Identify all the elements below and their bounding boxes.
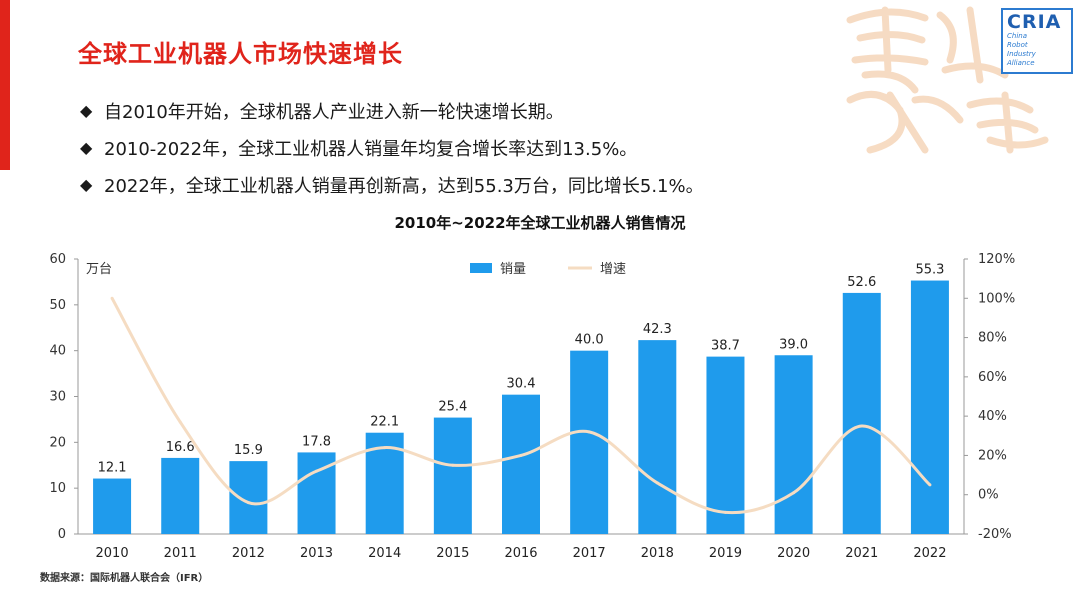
bar-2018 [638,340,677,534]
bar-value-label: 40.0 [575,333,604,348]
x-tick-label: 2021 [845,546,878,561]
logo-word: CRIA [1007,11,1062,33]
left-tick-label: 20 [49,435,66,450]
logo-sub-line: Alliance [1007,59,1035,67]
diamond-icon: ◆ [80,101,93,120]
right-tick-label: 120% [978,252,1015,267]
bar-value-label: 25.4 [438,400,467,415]
bar-2016 [502,394,540,534]
bullet-item: ◆ 2010-2022年，全球工业机器人销量年均复合增长率达到13.5%。 [80,129,704,166]
auspicious-seal-watermark [846,6,1049,154]
logo-sub-line: China [1007,32,1027,40]
left-tick-label: 50 [49,298,66,313]
bar-value-label: 15.9 [234,443,263,458]
growth-point-2022 [928,483,932,487]
bullet-text: 2010-2022年，全球工业机器人销量年均复合增长率达到13.5%。 [104,138,638,160]
x-tick-label: 2010 [96,546,129,561]
bar-value-label: 39.0 [779,337,808,352]
data-source: 数据来源：国际机器人联合会（IFR） [40,573,209,584]
left-tick-label: 0 [58,527,66,542]
bar-2010 [93,478,132,534]
growth-point-2012 [246,501,250,505]
right-tick-label: 0% [978,488,999,503]
page-title: 全球工业机器人市场快速增长 [78,40,403,68]
x-tick-label: 2022 [913,546,946,561]
growth-point-2016 [519,453,523,457]
bar-2021 [842,292,881,534]
left-tick-label: 10 [49,481,66,496]
x-tick-label: 2020 [777,546,810,561]
bar-value-label: 52.6 [847,275,876,290]
growth-point-2020 [792,491,796,495]
growth-point-2011 [178,420,182,424]
bar-2012 [229,461,268,534]
bar-value-label: 22.1 [370,415,399,430]
right-tick-label: 80% [978,331,1007,346]
x-tick-label: 2014 [368,546,401,561]
bullet-text: 2022年，全球工业机器人销量再创新高，达到55.3万台，同比增长5.1%。 [104,175,704,197]
right-tick-label: 20% [978,448,1007,463]
growth-point-2015 [451,463,455,467]
right-tick-label: 60% [978,370,1007,385]
x-tick-label: 2018 [641,546,674,561]
legend-bar-label: 销量 [500,262,526,277]
right-tick-label: 100% [978,291,1015,306]
growth-point-2021 [860,424,864,428]
bar-value-label: 16.6 [166,440,195,455]
bar-2019 [706,356,745,534]
left-tick-label: 30 [49,390,66,405]
right-tick-label: -20% [978,527,1012,542]
x-tick-label: 2011 [164,546,197,561]
left-axis-unit: 万台 [86,262,112,277]
x-tick-label: 2015 [436,546,469,561]
growth-point-2014 [383,446,387,450]
growth-point-2018 [655,481,659,485]
x-tick-label: 2017 [573,546,606,561]
bullet-item: ◆ 自2010年开始，全球机器人产业进入新一轮快速增长期。 [80,92,704,129]
left-tick-label: 60 [49,252,66,267]
x-tick-label: 2016 [504,546,537,561]
bar-2020 [774,355,813,534]
bar-2022 [910,280,949,534]
legend-line-label: 增速 [600,262,626,277]
bar-2015 [433,417,472,534]
diamond-icon: ◆ [80,138,93,157]
x-tick-label: 2013 [300,546,333,561]
diamond-icon: ◆ [80,175,93,194]
left-tick-label: 40 [49,344,66,359]
bar-value-label: 17.8 [302,434,331,449]
bar-value-label: 42.3 [643,322,672,337]
growth-point-2013 [315,469,319,473]
bar-value-label: 12.1 [98,461,127,476]
bullet-text: 自2010年开始，全球机器人产业进入新一轮快速增长期。 [104,101,564,123]
bar-value-label: 30.4 [507,377,536,392]
logo-sub-line: Industry [1007,50,1036,58]
growth-point-2017 [587,430,591,434]
bar-2017 [570,350,609,534]
bullet-list: ◆ 自2010年开始，全球机器人产业进入新一轮快速增长期。 ◆ 2010-202… [80,92,704,203]
bar-2011 [161,457,200,534]
right-tick-label: 40% [978,409,1007,424]
sales-chart: 0 10 20 30 40 50 60 万台 -20% 0% 20% 40% 60% 80% 100% 120… [49,252,1015,561]
cria-logo: CRIA China Robot Industry Alliance [1001,8,1073,74]
growth-point-2010 [110,296,114,300]
accent-bar [0,0,10,170]
bar-value-label: 55.3 [915,263,944,278]
x-tick-label: 2012 [232,546,265,561]
bar-value-label: 38.7 [711,339,740,354]
x-tick-label: 2019 [709,546,742,561]
bullet-item: ◆ 2022年，全球工业机器人销量再创新高，达到55.3万台，同比增长5.1%。 [80,166,704,203]
growth-point-2019 [723,510,727,514]
legend-bar-swatch [470,263,492,273]
chart-title: 2010年~2022年全球工业机器人销售情况 [394,214,686,232]
logo-sub-line: Robot [1007,41,1028,49]
